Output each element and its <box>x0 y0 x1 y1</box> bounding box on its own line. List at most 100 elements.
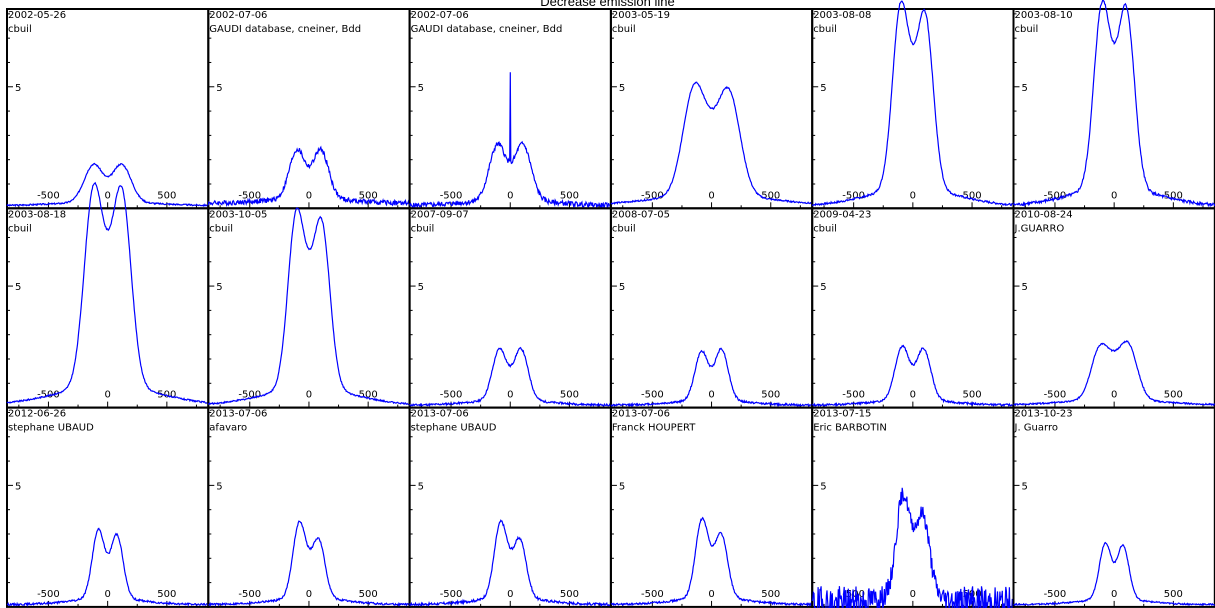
x-tick-label: 0 <box>910 190 916 201</box>
spectrum-line <box>811 344 1014 408</box>
x-tick-label: 0 <box>104 190 110 201</box>
panel-observer: Franck HOUPERT <box>612 423 696 434</box>
panel-date: 2008-07-05 <box>612 209 670 220</box>
panel-frame <box>1012 8 1215 210</box>
panel-observer: cbuil <box>8 223 32 234</box>
panel: 5 -500 0 500 2002-05-26 cbuil <box>6 8 210 210</box>
panel-date: 2002-05-26 <box>8 10 66 21</box>
panel: 5 -500 0 500 2002-07-06 GAUDI database, cnein… <box>207 8 411 210</box>
x-tick-label: 0 <box>1111 390 1117 401</box>
panel-date: 2010-08-24 <box>1015 209 1073 220</box>
spectrum-line <box>6 527 209 608</box>
x-tick-label: 500 <box>761 190 780 201</box>
panel-frame <box>207 207 411 409</box>
x-tick-label: 500 <box>560 390 579 401</box>
x-tick-label: -500 <box>1044 190 1067 201</box>
x-tick-label: -500 <box>1044 589 1067 600</box>
panel: 5 -500 0 500 2002-07-06 GAUDI database, cnein… <box>408 8 612 210</box>
x-tick-label: 500 <box>963 190 982 201</box>
y-tick-label: 5 <box>15 481 21 492</box>
panel-frame <box>811 406 1015 608</box>
panel-date: 2013-07-06 <box>411 409 469 420</box>
panel-frame <box>207 8 411 210</box>
y-tick-label: 5 <box>216 481 222 492</box>
x-tick-label: 0 <box>708 190 714 201</box>
page-title: Decrease emission line <box>540 0 675 9</box>
panel-observer: J.GUARRO <box>1014 223 1065 234</box>
panel: 5 -500 0 500 2008-07-05 cbuil <box>609 207 814 409</box>
spectrum-line <box>610 516 813 607</box>
panel-frame <box>1012 406 1215 608</box>
x-tick-label: 500 <box>1164 390 1183 401</box>
panel: 5 -500 0 500 2003-08-18 cbuil <box>6 181 210 409</box>
x-tick-label: 0 <box>708 589 714 600</box>
panel-date: 2002-07-06 <box>209 10 267 21</box>
panel-frame <box>609 207 814 409</box>
panel: 5 -500 0 500 2009-04-23 cbuil <box>811 207 1015 409</box>
spectrum-line <box>207 145 411 207</box>
panel-frame <box>6 8 210 210</box>
x-tick-label: 0 <box>1111 190 1117 201</box>
panel-date: 2003-05-19 <box>612 10 670 21</box>
x-tick-label: -500 <box>37 589 60 600</box>
panel: 5 -500 0 500 2007-09-07 cbuil <box>408 207 612 409</box>
x-tick-label: 500 <box>560 589 579 600</box>
panel: 5 -500 0 500 2003-08-10 cbuil <box>1012 0 1215 210</box>
x-tick-label: -500 <box>641 390 664 401</box>
panel-frame <box>609 406 814 608</box>
y-tick-label: 5 <box>619 83 625 94</box>
panel-observer: cbuil <box>209 223 233 234</box>
x-tick-label: 0 <box>910 390 916 401</box>
panel-date: 2013-07-06 <box>209 409 267 420</box>
panel: 5 -500 0 500 2003-10-05 cbuil <box>207 207 411 409</box>
x-tick-label: -500 <box>440 390 463 401</box>
spectrum-line <box>811 0 1014 207</box>
panel-observer: cbuil <box>8 24 32 35</box>
spectrum-line <box>610 347 813 408</box>
x-tick-label: 0 <box>910 589 916 600</box>
panel-observer: J. Guarro <box>1014 423 1058 434</box>
x-tick-label: 500 <box>1164 190 1183 201</box>
x-tick-label: -500 <box>37 190 60 201</box>
x-tick-label: 500 <box>359 589 378 600</box>
panel-date: 2003-08-08 <box>813 10 871 21</box>
panel-date: 2003-10-05 <box>209 209 267 220</box>
panel-date: 2007-09-07 <box>411 209 469 220</box>
x-tick-label: 500 <box>963 390 982 401</box>
x-tick-label: 0 <box>507 190 513 201</box>
spectrum-line <box>409 519 611 608</box>
x-tick-label: 500 <box>157 589 176 600</box>
panel-frame <box>207 406 411 608</box>
x-tick-label: 500 <box>359 390 378 401</box>
panel-observer: afavaro <box>209 423 247 434</box>
y-tick-label: 5 <box>1022 282 1028 293</box>
x-tick-label: 500 <box>1164 589 1183 600</box>
panel: 5 -500 0 500 2003-08-08 cbuil <box>811 0 1015 210</box>
x-tick-label: -500 <box>238 190 261 201</box>
panel-date: 2002-07-06 <box>411 10 469 21</box>
panel-frame <box>6 207 210 409</box>
panel-date: 2013-07-06 <box>612 409 670 420</box>
x-tick-label: 500 <box>359 190 378 201</box>
y-tick-label: 5 <box>1022 83 1028 94</box>
x-tick-label: 0 <box>507 390 513 401</box>
x-tick-label: -500 <box>440 589 463 600</box>
spectrum-line <box>1013 541 1215 607</box>
spectrum-line <box>409 346 612 408</box>
y-tick-label: 5 <box>820 481 826 492</box>
x-tick-label: -500 <box>1044 390 1067 401</box>
panel-frame <box>811 8 1015 210</box>
spectrum-line <box>6 181 209 404</box>
panel: 5 -500 0 500 2013-10-23 J. Guarro <box>1012 406 1215 608</box>
y-tick-label: 5 <box>619 282 625 293</box>
panel: 5 -500 0 500 2010-08-24 J.GUARRO <box>1012 207 1215 409</box>
x-tick-label: 0 <box>306 190 312 201</box>
panel-frame <box>408 207 612 409</box>
panel-observer: GAUDI database, cneiner, Bdd <box>411 24 563 35</box>
x-tick-label: -500 <box>440 190 463 201</box>
spectrum-line <box>811 487 1014 608</box>
panel-observer: cbuil <box>612 223 636 234</box>
y-tick-label: 5 <box>15 282 21 293</box>
y-tick-label: 5 <box>418 83 424 94</box>
panel-observer: cbuil <box>813 223 837 234</box>
